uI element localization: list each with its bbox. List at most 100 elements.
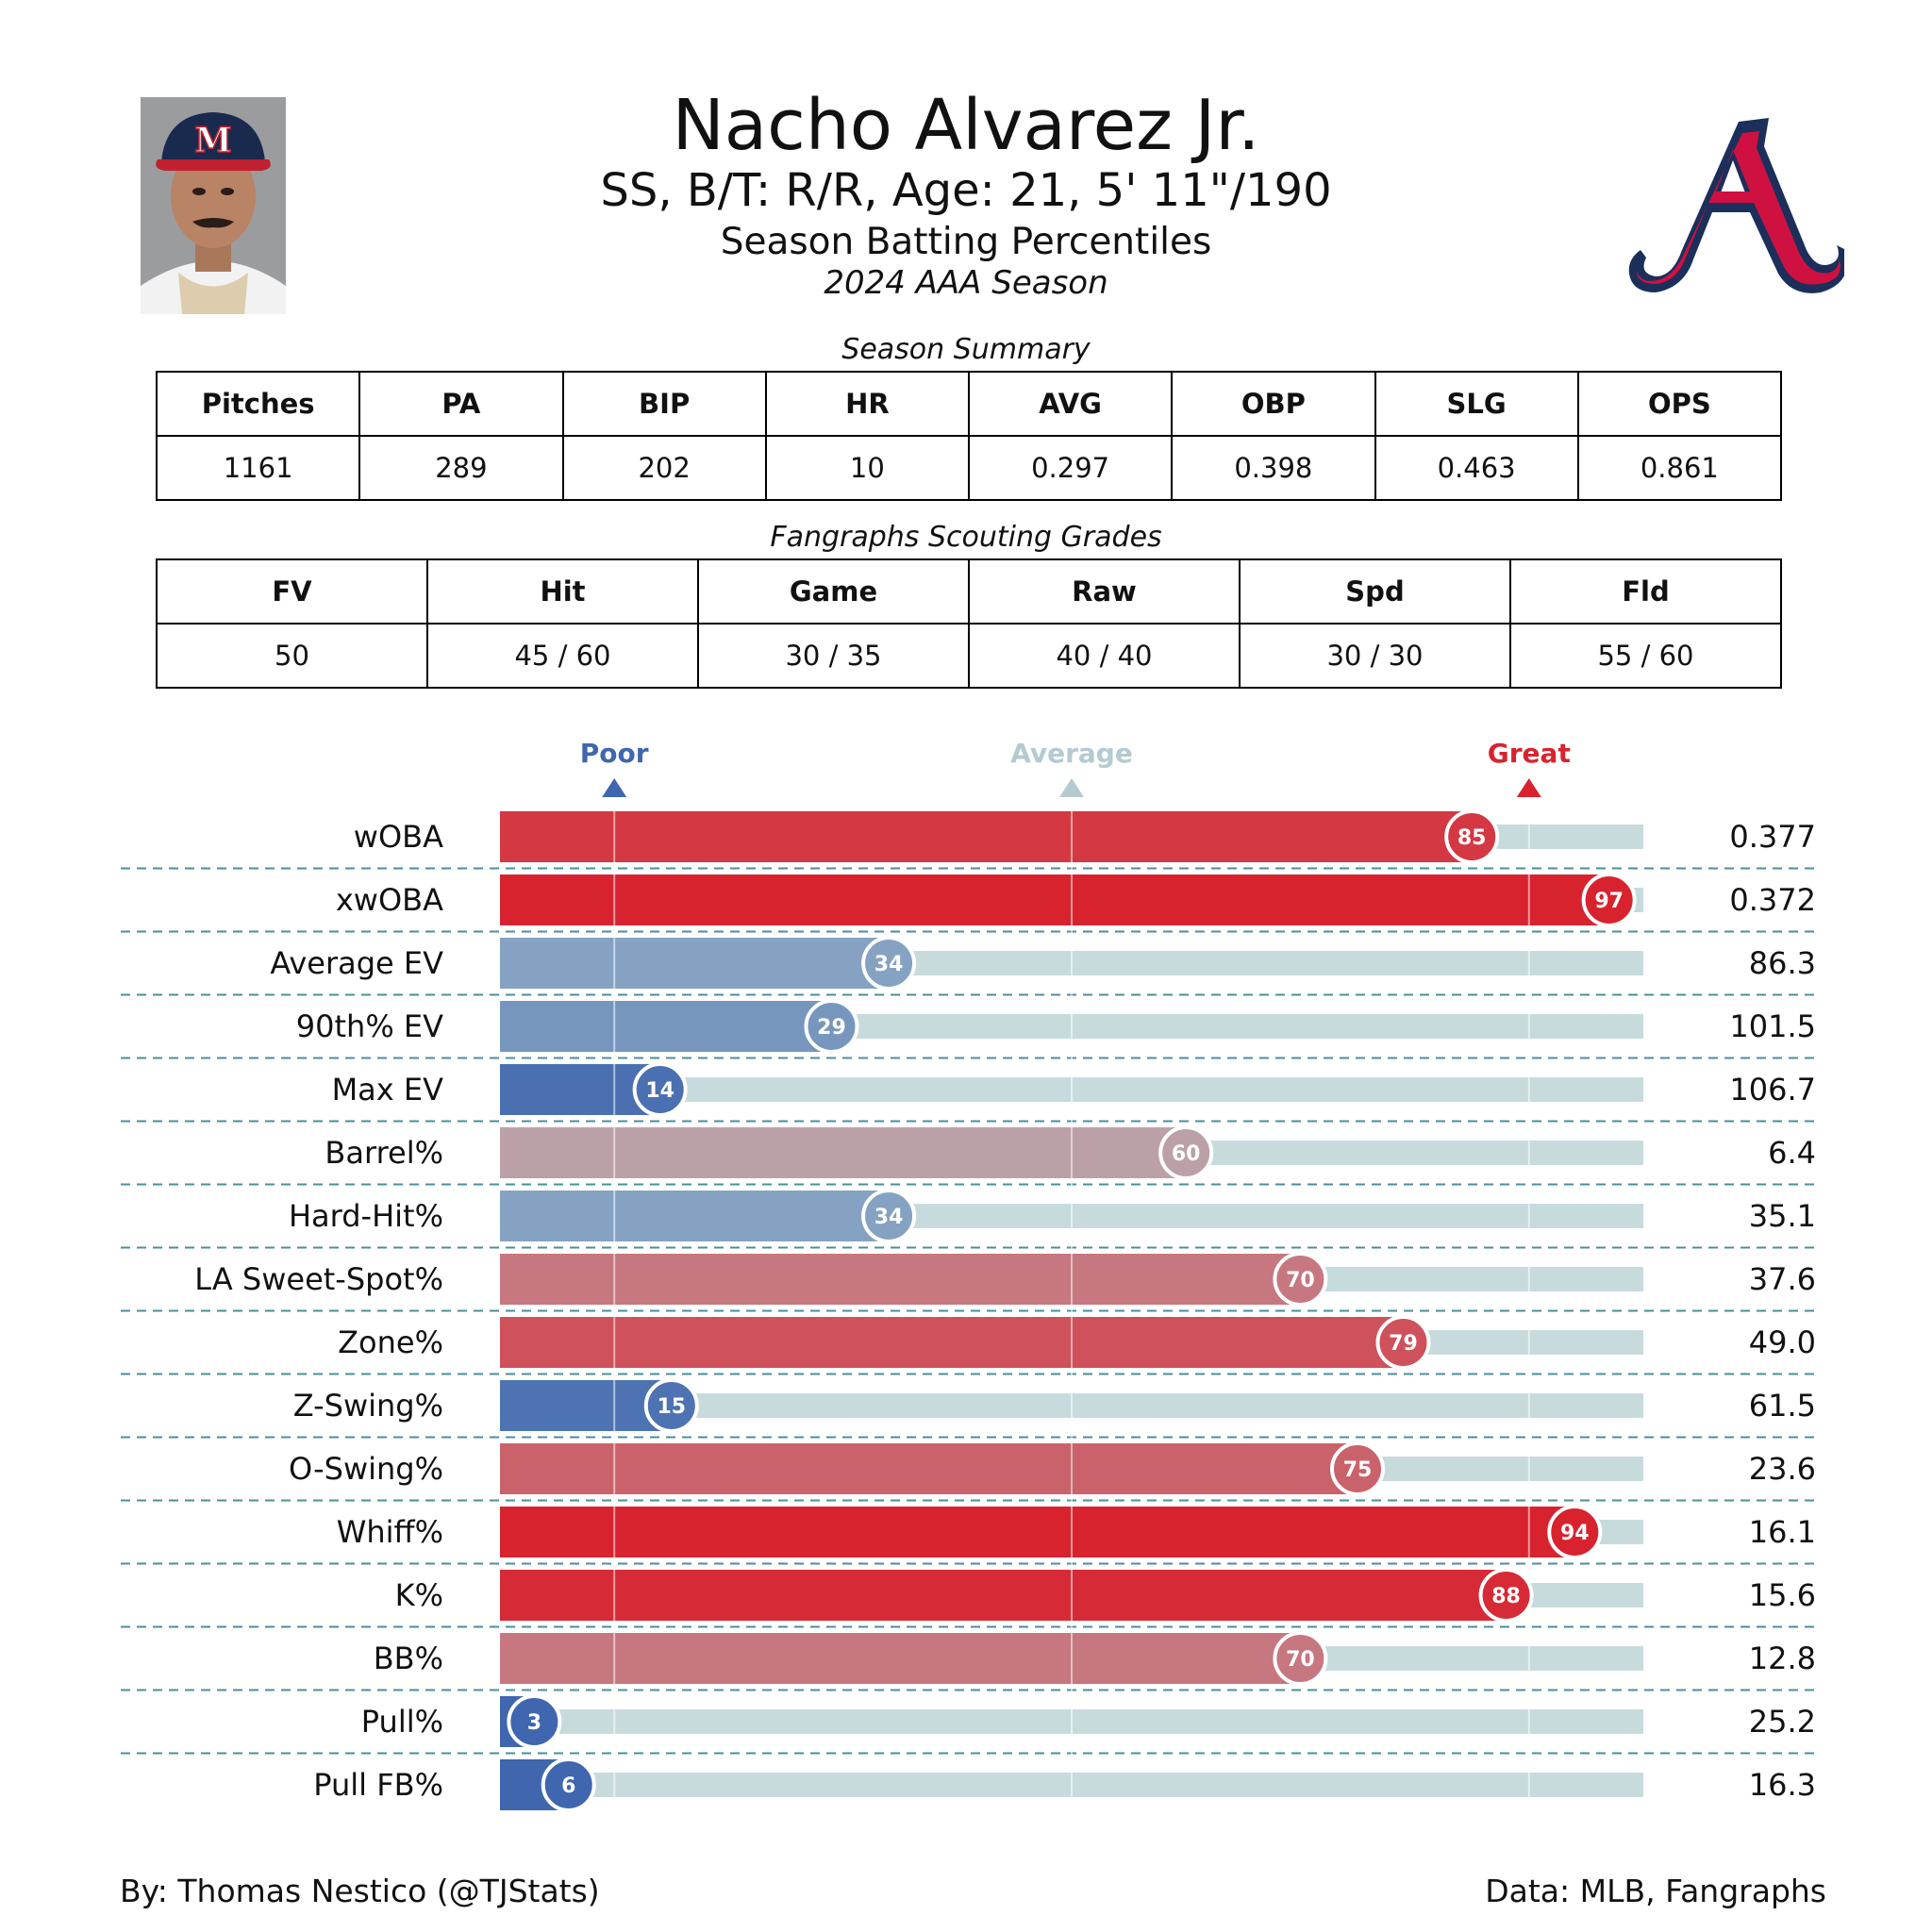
- stat-value: 49.0: [1749, 1324, 1816, 1360]
- team-logo: [1627, 108, 1848, 307]
- stat-value: 37.6: [1749, 1261, 1816, 1297]
- season-summary-header-6: SLG: [1374, 371, 1579, 437]
- percentile-bar: [500, 1191, 890, 1241]
- percentile-value: 6: [561, 1774, 575, 1798]
- percentile-value: 97: [1594, 890, 1624, 913]
- percentile-bubble: [541, 1757, 596, 1812]
- category-label: BB%: [374, 1641, 443, 1676]
- percentile-bubble: [1444, 809, 1500, 864]
- marker-label-average: Average: [1010, 738, 1133, 769]
- percentile-bar: [500, 1570, 1507, 1621]
- percentile-value: 34: [874, 953, 904, 976]
- season-summary-header-2: BIP: [561, 371, 767, 437]
- stat-value: 25.2: [1749, 1704, 1816, 1740]
- stat-value: 15.6: [1749, 1577, 1816, 1613]
- season-summary-header-4: AVG: [967, 371, 1174, 437]
- percentile-bar: [500, 874, 1609, 925]
- category-label: 90th% EV: [296, 1008, 443, 1044]
- season-summary-header-0: Pitches: [155, 371, 361, 437]
- percentile-bar: [500, 1001, 832, 1052]
- marker-label-great: Great: [1488, 738, 1571, 769]
- season-summary-value-row: 1161 289 202 10 0.297 0.398 0.463 0.861: [155, 435, 1783, 501]
- season-summary-value-4: 0.297: [967, 435, 1174, 501]
- scouting-grades-value-row: 50 45 / 60 30 / 35 40 / 40 30 / 30 55 / 60: [156, 623, 1782, 689]
- marker-triangle-poor: [602, 778, 627, 797]
- percentile-bubble: [632, 1062, 688, 1117]
- stat-value: 86.3: [1749, 945, 1816, 981]
- scouting-grades-header-3: Raw: [968, 558, 1241, 625]
- percentile-chart: Poor Average Great wOBA 0.377 xwOBA 0.372 Avera…: [121, 738, 1816, 1812]
- percentile-bubble: [1273, 1252, 1328, 1307]
- percentile-value: 60: [1172, 1142, 1201, 1166]
- percentile-value: 3: [527, 1711, 541, 1735]
- category-label: Whiff%: [337, 1514, 443, 1550]
- season-summary-header-row: Pitches PA BIP HR AVG OBP SLG OPS: [155, 371, 1783, 437]
- scouting-grades-value-2: 30 / 35: [697, 623, 970, 689]
- scouting-grades-value-3: 40 / 40: [968, 623, 1241, 689]
- stat-value: 106.7: [1729, 1072, 1816, 1108]
- percentile-bar: [500, 1317, 1404, 1368]
- percentile-value: 85: [1457, 826, 1487, 850]
- season-label: 2024 AAA Season: [824, 264, 1108, 302]
- scouting-grades-header-4: Spd: [1239, 558, 1511, 625]
- season-summary-caption: Season Summary: [841, 333, 1091, 366]
- category-label: LA Sweet-Spot%: [194, 1261, 443, 1297]
- scouting-grades-header-5: Fld: [1509, 558, 1782, 625]
- scouting-grades-header-0: FV: [156, 558, 428, 625]
- percentile-value: 29: [817, 1016, 846, 1040]
- percentile-bubble: [861, 1189, 917, 1243]
- percentile-value: 15: [657, 1395, 686, 1419]
- category-label: Pull%: [361, 1704, 443, 1740]
- season-summary-value-1: 289: [358, 435, 564, 501]
- season-summary-value-6: 0.463: [1374, 435, 1579, 501]
- percentile-value: 88: [1491, 1585, 1521, 1608]
- scouting-grades-caption: Fangraphs Scouting Grades: [770, 521, 1162, 554]
- scouting-grades-table: FV Hit Game Raw Spd Fld 50 45 / 60 30 / 35 40 / …: [156, 558, 1782, 689]
- season-summary-value-0: 1161: [155, 435, 361, 501]
- season-summary-header-5: OBP: [1171, 371, 1376, 437]
- percentile-bubble: [1478, 1568, 1534, 1623]
- percentile-value: 34: [874, 1206, 904, 1229]
- percentile-bar: [500, 1254, 1301, 1305]
- stat-value: 16.3: [1749, 1767, 1816, 1803]
- scouting-grades-value-0: 50: [156, 623, 428, 689]
- percentile-bubble: [1375, 1315, 1431, 1370]
- percentile-bar: [500, 1633, 1301, 1684]
- percentile-bubble: [1330, 1441, 1385, 1496]
- percentile-value: 70: [1286, 1648, 1315, 1672]
- player-info: SS, B/T: R/R, Age: 21, 5' 11"/190: [600, 164, 1332, 217]
- season-summary-header-7: OPS: [1576, 371, 1783, 437]
- stat-value: 35.1: [1749, 1198, 1816, 1234]
- marker-label-poor: Poor: [580, 738, 649, 769]
- marker-triangle-great: [1516, 778, 1541, 797]
- season-summary-header-1: PA: [358, 371, 564, 437]
- category-label: Zone%: [338, 1324, 443, 1360]
- percentile-value: 94: [1560, 1522, 1590, 1545]
- season-summary-value-3: 10: [764, 435, 971, 501]
- scouting-grades-value-4: 30 / 30: [1239, 623, 1511, 689]
- percentile-bubble: [1158, 1125, 1214, 1180]
- category-label: Max EV: [332, 1072, 444, 1108]
- player-name: Nacho Alvarez Jr.: [672, 85, 1260, 166]
- category-label: Barrel%: [325, 1135, 443, 1171]
- percentile-bubble: [1547, 1505, 1603, 1559]
- category-label: Average EV: [270, 945, 443, 981]
- marker-triangle-average: [1059, 778, 1084, 797]
- season-summary-value-7: 0.861: [1576, 435, 1783, 501]
- season-summary-table: Pitches PA BIP HR AVG OBP SLG OPS 1161 289 202 10 0…: [155, 371, 1783, 501]
- category-label: O-Swing%: [289, 1451, 443, 1487]
- scouting-grades-value-1: 45 / 60: [426, 623, 699, 689]
- percentile-value: 75: [1343, 1458, 1373, 1482]
- percentile-value: 79: [1389, 1332, 1418, 1356]
- scouting-grades-header-1: Hit: [426, 558, 699, 625]
- season-summary-value-5: 0.398: [1171, 435, 1376, 501]
- percentile-bar: [500, 1127, 1187, 1178]
- stat-value: 101.5: [1729, 1008, 1816, 1044]
- percentile-bar: [500, 1507, 1575, 1557]
- stat-value: 23.6: [1749, 1451, 1816, 1487]
- percentile-bar: [500, 1443, 1357, 1494]
- category-label: Pull FB%: [313, 1767, 443, 1803]
- footer-credit: By: Thomas Nestico (@TJStats): [120, 1873, 600, 1909]
- footer-source: Data: MLB, Fangraphs: [1485, 1873, 1826, 1909]
- stat-value: 16.1: [1749, 1514, 1816, 1550]
